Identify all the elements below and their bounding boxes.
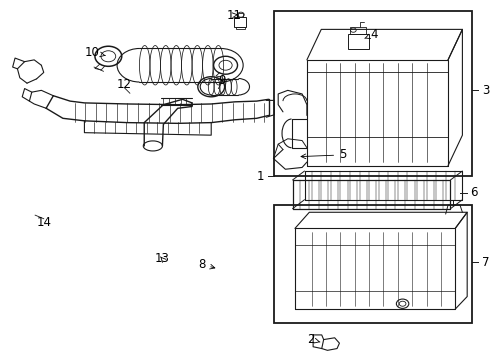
Bar (274, 12, 472, 176)
Text: 3: 3 (483, 84, 490, 97)
Text: 1: 1 (256, 170, 264, 183)
Text: 14: 14 (36, 216, 51, 229)
Text: 12: 12 (117, 78, 132, 91)
Text: 9: 9 (218, 74, 225, 87)
Text: 2: 2 (307, 333, 320, 346)
Text: 10: 10 (85, 46, 105, 59)
Text: 4: 4 (365, 28, 378, 41)
Bar (347, 34, 369, 49)
Text: 13: 13 (155, 252, 170, 265)
Bar (274, 205, 472, 323)
Text: 5: 5 (301, 148, 346, 161)
Bar (236, 27, 245, 30)
Text: 11: 11 (227, 9, 242, 22)
Bar (234, 17, 245, 27)
Text: 7: 7 (483, 256, 490, 269)
Bar (350, 27, 366, 34)
Text: 6: 6 (470, 186, 478, 199)
Text: 8: 8 (198, 258, 215, 271)
